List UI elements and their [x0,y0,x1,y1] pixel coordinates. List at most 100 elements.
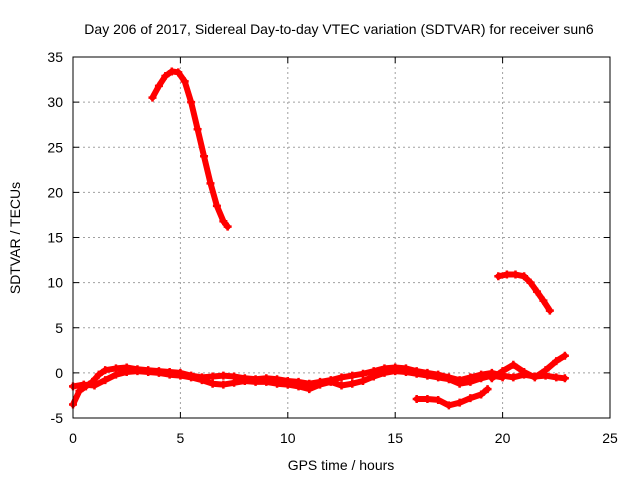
data-point [219,371,228,380]
y-tick-label: 20 [47,184,63,200]
data-point [212,201,221,210]
series-arc-5h [148,67,232,231]
data-point [348,379,357,388]
data-point [208,372,217,381]
data-point [434,395,443,404]
data-point [111,370,120,379]
data-point [283,380,292,389]
data-point [539,296,548,305]
y-tick-label: 35 [47,49,63,65]
axis-ticks: 0 5 10 15 20 25 -5 0 5 10 15 20 25 30 35 [47,49,618,446]
data-point [348,371,357,380]
data-point [90,381,99,390]
data-point [477,390,486,399]
series-baseline-secondary [69,367,507,394]
data-point [154,81,163,90]
data-point [541,366,550,375]
data-point [79,380,88,389]
y-tick-label: 25 [47,139,63,155]
data-point [101,376,110,385]
data-point [391,367,400,376]
data-point [176,371,185,380]
data-point [358,376,367,385]
data-point [197,376,206,385]
x-tick-label: 5 [177,430,185,446]
data-point [161,71,170,80]
data-point [520,367,529,376]
data-point [423,395,432,404]
data-point [509,360,518,369]
data-point [466,394,475,403]
y-tick-label: 30 [47,94,63,110]
y-axis-label: SDTVAR / TECUs [7,182,23,294]
data-point [511,270,520,279]
data-point [219,217,228,226]
data-point [498,367,507,376]
data-point [262,377,271,386]
data-point [316,380,325,389]
x-tick-label: 25 [602,430,618,446]
data-point [509,373,518,382]
y-tick-label: -5 [51,410,64,426]
series-segment-17h [412,385,492,410]
data-point [466,377,475,386]
series-segment-21h [487,351,569,383]
data-point [455,379,464,388]
data-point [230,378,239,387]
data-point [219,380,228,389]
data-point [530,373,539,382]
data-point [122,367,131,376]
data-point [240,376,249,385]
data-point [148,93,157,102]
chart-title: Day 206 of 2017, Sidereal Day-to-day VTE… [84,21,594,37]
data-point [223,222,232,231]
data-point [251,377,260,386]
data-point [560,374,569,383]
data-point [273,379,282,388]
data-point [552,373,561,382]
data-point [532,287,541,296]
data-point [337,373,346,382]
data-point [187,373,196,382]
data-point [133,367,142,376]
data-point [187,98,196,107]
series-arc-21h [494,270,554,315]
data-point [412,395,421,404]
data-point [326,377,335,386]
data-point [165,370,174,379]
data-point [380,368,389,377]
data-point [337,381,346,390]
x-tick-label: 15 [387,430,403,446]
data-point [520,272,529,281]
data-point [358,369,367,378]
data-point [412,369,421,378]
data-point [154,368,163,377]
data-point [455,398,464,407]
data-point [560,351,569,360]
data-point [305,385,314,394]
data-point [423,371,432,380]
data-point [206,179,215,188]
data-point [502,270,511,279]
x-tick-label: 0 [69,430,77,446]
data-point [434,373,443,382]
data-point [477,374,486,383]
y-tick-label: 5 [55,320,63,336]
x-tick-label: 10 [280,430,296,446]
data-point [208,379,217,388]
y-tick-label: 15 [47,230,63,246]
data-point [494,272,503,281]
data-point [552,357,561,366]
x-axis-label: GPS time / hours [288,457,395,473]
data-point [369,372,378,381]
data-point [526,278,535,287]
data-point [483,385,492,394]
data-point [193,125,202,134]
data-point [545,306,554,315]
data-point [180,77,189,86]
data-points [69,67,569,410]
data-point [294,382,303,391]
data-point [444,375,453,384]
data-point [401,367,410,376]
